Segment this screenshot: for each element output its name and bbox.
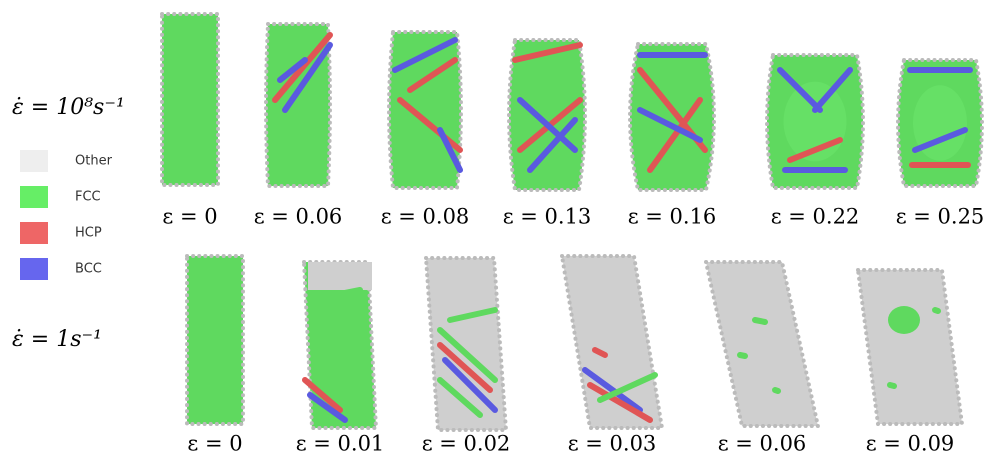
strain-label: ε = 0 — [187, 432, 242, 456]
row-label: ε̇ = 1s⁻¹ — [12, 327, 102, 352]
defect-band — [740, 355, 745, 356]
strain-label: ε = 0.16 — [628, 205, 717, 229]
strain-label: ε = 0 — [162, 205, 217, 229]
atom-sample — [858, 270, 962, 424]
legend-label: HCP — [75, 226, 102, 241]
legend-swatch — [20, 150, 48, 172]
strain-label: ε = 0.25 — [896, 205, 985, 229]
atom-sample — [187, 256, 243, 424]
strain-label: ε = 0.13 — [503, 205, 592, 229]
atom-sample — [509, 40, 585, 190]
defect-band — [890, 385, 894, 386]
strain-label: ε = 0.09 — [866, 432, 955, 456]
legend-swatch — [20, 258, 48, 280]
row-label: ε̇ = 10⁸s⁻¹ — [12, 95, 125, 120]
defect-band — [935, 310, 938, 311]
defect-band — [755, 320, 765, 322]
region — [308, 262, 372, 290]
legend-swatch — [20, 222, 48, 244]
legend-label: FCC — [75, 190, 101, 205]
legend-label: BCC — [75, 262, 102, 277]
legend-label: Other — [75, 154, 113, 169]
atom-sample — [162, 14, 218, 185]
atom-sample — [562, 256, 662, 428]
strain-label: ε = 0.01 — [296, 432, 385, 456]
strain-label: ε = 0.06 — [718, 432, 807, 456]
legend-swatch — [20, 186, 48, 208]
atom-sample — [630, 44, 714, 190]
defect-band — [775, 390, 778, 391]
region — [888, 306, 920, 334]
strain-label: ε = 0.03 — [568, 432, 657, 456]
strain-label: ε = 0.06 — [254, 205, 343, 229]
atom-sample — [706, 262, 818, 426]
strain-label: ε = 0.02 — [422, 432, 511, 456]
strain-label: ε = 0.08 — [381, 205, 470, 229]
figure: ε̇ = 10⁸s⁻¹ ε̇ = 1s⁻¹ Other FCC HCP BCC … — [0, 0, 991, 459]
strain-label: ε = 0.22 — [771, 205, 860, 229]
